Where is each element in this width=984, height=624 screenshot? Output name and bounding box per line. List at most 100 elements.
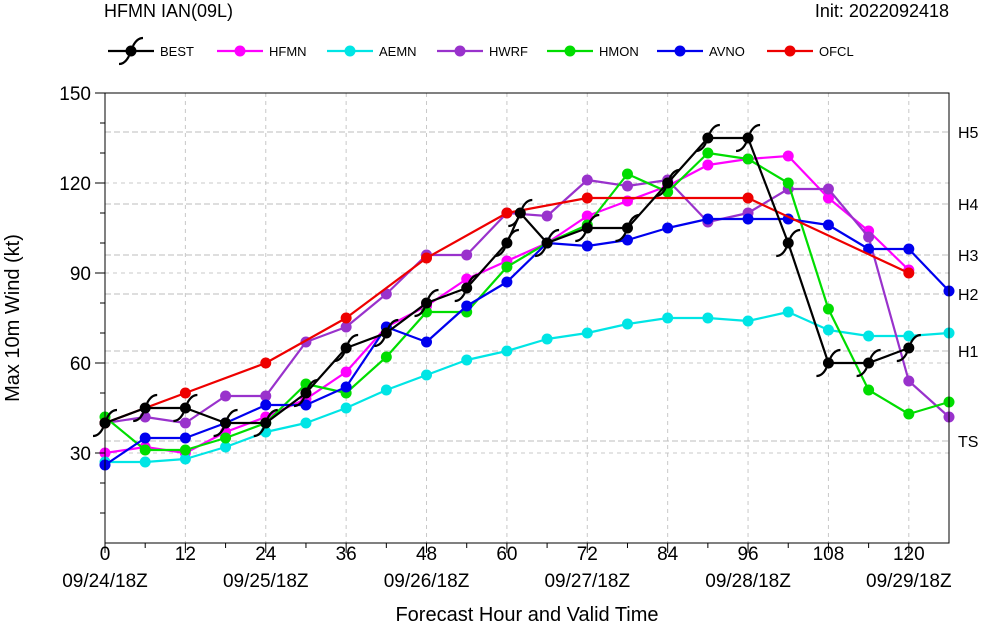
x-tick-label: 48 — [416, 544, 437, 565]
data-point — [139, 432, 151, 444]
data-point — [822, 324, 834, 336]
hurricane-arm-upper — [708, 123, 720, 134]
hurricane-arm-upper — [548, 228, 560, 239]
category-label: TS — [958, 434, 978, 451]
x-tick-label: 120 — [893, 544, 925, 565]
chart-title: HFMN IAN(09L) — [104, 1, 233, 21]
data-point — [541, 333, 553, 345]
data-point — [581, 192, 593, 204]
hurricane-eye — [742, 132, 754, 144]
hurricane-arm-lower — [454, 292, 466, 303]
legend-swatch-marker — [564, 45, 576, 57]
data-point — [742, 315, 754, 327]
data-point — [501, 207, 513, 219]
data-point — [541, 210, 553, 222]
data-point — [896, 333, 921, 363]
grid-lines — [105, 93, 949, 543]
x-axis-label: Forecast Hour and Valid Time — [395, 604, 658, 624]
hurricane-arm-lower — [776, 247, 788, 258]
hurricane-arm-lower — [494, 247, 506, 258]
data-point — [903, 375, 915, 387]
data-point — [260, 357, 272, 369]
data-point — [414, 288, 439, 318]
data-point — [903, 408, 915, 420]
hurricane-arm-lower — [133, 412, 145, 423]
data-point — [742, 153, 754, 165]
data-point — [742, 213, 754, 225]
legend-label: HWRF — [489, 44, 528, 59]
hurricane-arm-lower — [253, 427, 265, 438]
data-point — [581, 174, 593, 186]
hurricane-arm-upper — [829, 348, 841, 359]
hurricane-eye — [461, 282, 473, 294]
data-point — [621, 234, 633, 246]
hurricane-arm-lower — [896, 352, 908, 363]
series-line — [104, 178, 950, 425]
x-tick-label: 12 — [175, 544, 196, 565]
data-point — [340, 312, 352, 324]
legend-swatch-marker — [344, 45, 356, 57]
series-line — [105, 310, 950, 464]
data-point — [220, 441, 232, 453]
data-point — [461, 354, 473, 366]
data-point — [702, 159, 714, 171]
data-point — [139, 444, 151, 456]
hurricane-arm-lower — [118, 55, 130, 66]
data-point — [702, 312, 714, 324]
data-point — [454, 273, 479, 303]
data-point — [220, 390, 232, 402]
legend-label: OFCL — [819, 44, 854, 59]
data-point — [662, 222, 674, 234]
hurricane-arm-upper — [427, 288, 439, 299]
hurricane-arm-lower — [173, 412, 185, 423]
y-tick-label: 150 — [59, 84, 91, 105]
hurricane-eye — [863, 357, 875, 369]
data-point — [615, 213, 640, 243]
hurricane-eye — [501, 237, 513, 249]
legend-item-hfmn: HFMN — [217, 44, 307, 59]
data-point — [822, 219, 834, 231]
data-point — [903, 267, 915, 279]
legend-item-ofcl: OFCL — [767, 44, 854, 59]
series-line — [104, 136, 910, 425]
legend-label: HFMN — [269, 44, 307, 59]
hurricane-arm-upper — [146, 393, 158, 404]
hurricane-arm-upper — [347, 333, 359, 344]
category-label: H3 — [958, 248, 979, 265]
data-point — [655, 168, 680, 198]
x-tick-label: 96 — [737, 544, 758, 565]
data-point — [702, 147, 714, 159]
hurricane-arm-upper — [387, 318, 399, 329]
hurricane-eye — [260, 417, 272, 429]
data-point — [903, 243, 915, 255]
data-point — [179, 417, 191, 429]
data-point — [334, 333, 359, 363]
category-label: H2 — [958, 287, 979, 304]
legend: BEST HFMN AEMN HWRF HMON AVNO OFCL — [108, 36, 854, 66]
legend-item-avno: AVNO — [657, 44, 745, 59]
data-point — [300, 399, 312, 411]
data-point — [621, 318, 633, 330]
hurricane-eye — [581, 222, 593, 234]
data-point — [260, 399, 272, 411]
hurricane-eye — [621, 222, 633, 234]
x-tick-label: 24 — [255, 544, 277, 565]
legend-item-hmon: HMON — [547, 44, 639, 59]
hurricane-arm-lower — [575, 232, 587, 243]
series-hmon — [99, 147, 955, 456]
data-point — [179, 453, 191, 465]
data-point — [508, 198, 533, 228]
series-aemn — [99, 306, 955, 468]
hurricane-eye — [541, 237, 553, 249]
hurricane-arm-upper — [909, 333, 921, 344]
data-point — [742, 192, 754, 204]
data-point — [501, 261, 513, 273]
x-tick-label: 72 — [577, 544, 598, 565]
legend-item-aemn: AEMN — [327, 44, 417, 59]
data-point — [581, 210, 593, 222]
data-point — [735, 123, 761, 153]
hurricane-arm-upper — [186, 393, 198, 404]
data-point — [702, 213, 714, 225]
hurricane-arm-upper — [467, 273, 479, 284]
